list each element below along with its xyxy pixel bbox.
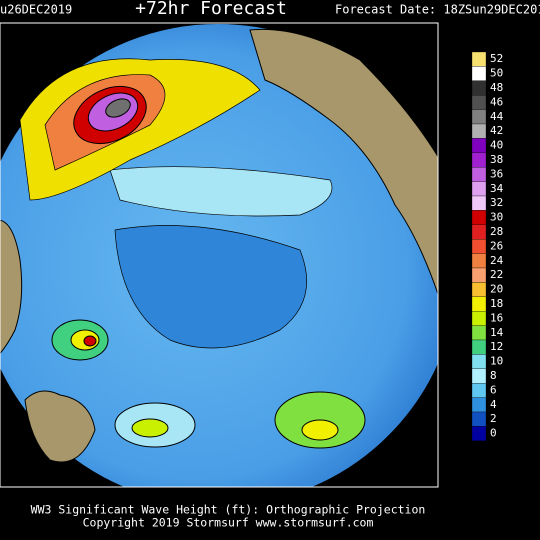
legend-label: 14 <box>490 326 504 339</box>
legend-swatch <box>471 339 487 355</box>
legend-swatch <box>471 253 487 269</box>
forecast-title: +72hr Forecast <box>135 0 287 19</box>
legend-swatch <box>471 368 487 384</box>
legend-swatch <box>471 51 487 67</box>
legend-label: 12 <box>490 340 503 353</box>
legend-label: 42 <box>490 124 503 137</box>
legend-label: 22 <box>490 268 503 281</box>
wave-height-legend: 5250484644424038363432302826242220181614… <box>471 51 504 441</box>
legend-label: 48 <box>490 81 503 94</box>
legend-label: 18 <box>490 297 503 310</box>
legend-swatch <box>471 181 487 197</box>
legend-label: 2 <box>490 412 497 425</box>
legend-label: 0 <box>490 427 497 440</box>
legend-label: 10 <box>490 355 503 368</box>
legend-swatch <box>471 123 487 139</box>
legend-swatch <box>471 138 487 153</box>
legend-swatch <box>471 282 487 297</box>
legend-swatch <box>471 426 487 441</box>
legend-swatch <box>471 167 487 182</box>
legend-label: 34 <box>490 182 504 195</box>
legend-swatch <box>471 152 487 168</box>
legend-swatch <box>471 210 487 225</box>
legend-label: 46 <box>490 95 503 108</box>
legend-swatch <box>471 325 487 341</box>
legend-label: 6 <box>490 383 497 396</box>
legend-label: 16 <box>490 311 503 324</box>
legend-swatch <box>471 383 487 398</box>
legend-label: 50 <box>490 67 503 80</box>
copyright: Copyright 2019 Stormsurf www.stormsurf.c… <box>83 516 374 530</box>
legend-label: 40 <box>490 139 503 152</box>
legend-label: 52 <box>490 52 503 65</box>
map-frame <box>0 22 439 488</box>
legend-label: 36 <box>490 167 503 180</box>
legend-swatch <box>471 66 487 81</box>
map-caption: WW3 Significant Wave Height (ft): Orthog… <box>31 503 426 517</box>
legend-swatch <box>471 80 487 96</box>
legend-swatch <box>471 296 487 312</box>
legend-swatch <box>471 95 487 110</box>
legend-swatch <box>471 354 487 369</box>
legend-label: 44 <box>490 110 504 123</box>
legend-label: 4 <box>490 398 497 411</box>
legend-swatch <box>471 397 487 413</box>
legend-label: 24 <box>490 254 504 267</box>
legend-label: 26 <box>490 239 503 252</box>
legend-swatch <box>471 224 487 240</box>
legend-swatch <box>471 109 487 125</box>
legend-label: 8 <box>490 369 497 382</box>
legend-label: 32 <box>490 196 503 209</box>
legend-swatch <box>471 411 487 427</box>
legend-swatch <box>471 267 487 283</box>
legend-label: 20 <box>490 283 503 296</box>
forecast-date: Forecast Date: 18ZSun29DEC201 <box>335 3 540 17</box>
legend-swatch <box>471 239 487 254</box>
legend-label: 30 <box>490 211 503 224</box>
legend-swatch <box>471 195 487 211</box>
legend-swatch <box>471 311 487 326</box>
legend-label: 28 <box>490 225 503 238</box>
globe <box>0 23 438 487</box>
legend-label: 38 <box>490 153 503 166</box>
run-date: u26DEC2019 <box>0 3 72 17</box>
